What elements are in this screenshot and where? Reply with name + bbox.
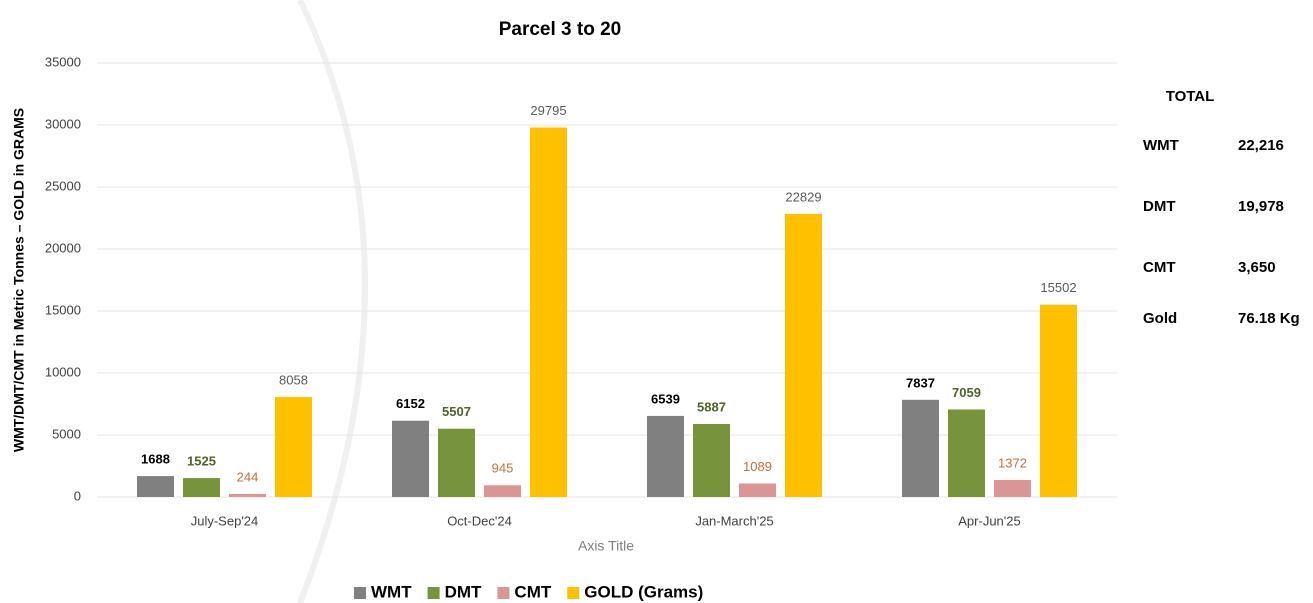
data-label: 7059 bbox=[952, 385, 981, 400]
legend-label: CMT bbox=[514, 582, 551, 601]
data-label: 1525 bbox=[187, 454, 216, 469]
bar bbox=[484, 485, 521, 497]
legend-swatch bbox=[354, 587, 366, 599]
y-tick-label: 10000 bbox=[45, 364, 81, 379]
data-label: 22829 bbox=[785, 189, 821, 204]
bar bbox=[693, 424, 730, 497]
bar bbox=[994, 479, 1031, 497]
bar bbox=[392, 420, 429, 497]
data-label: 5507 bbox=[442, 404, 471, 419]
totals-value: 3,650 bbox=[1238, 259, 1276, 276]
data-label: 244 bbox=[237, 469, 259, 484]
bar bbox=[137, 476, 174, 497]
totals-panel: TOTAL WMT 22,216 DMT 19,978 CMT 3,650 Gold 76.1… bbox=[1143, 88, 1300, 327]
legend-label: GOLD (Grams) bbox=[584, 582, 703, 601]
bar bbox=[438, 428, 475, 497]
data-label: 1089 bbox=[743, 459, 772, 474]
legend-label: DMT bbox=[445, 582, 482, 601]
legend: WMT DMT CMT GOLD (Grams) bbox=[354, 582, 703, 601]
y-tick-label: 25000 bbox=[45, 178, 81, 193]
legend-swatch bbox=[497, 587, 510, 599]
chart-title: Parcel 3 to 20 bbox=[499, 19, 622, 40]
x-axis-title: Axis Title bbox=[578, 538, 634, 554]
bar bbox=[183, 478, 220, 497]
x-tick-label: Oct-Dec'24 bbox=[447, 513, 512, 528]
legend-swatch bbox=[567, 587, 580, 599]
totals-title: TOTAL bbox=[1166, 88, 1215, 105]
bar bbox=[530, 127, 567, 498]
data-label: 1688 bbox=[141, 452, 170, 467]
data-label: 5887 bbox=[697, 399, 726, 414]
x-tick-label: Apr-Jun'25 bbox=[958, 513, 1020, 528]
data-label: 945 bbox=[492, 461, 514, 476]
y-axis-title: WMT/DMT/CMT in Metric Tonnes – GOLD in G… bbox=[11, 108, 27, 452]
y-tick-label: 15000 bbox=[45, 302, 81, 317]
bar bbox=[647, 415, 684, 497]
legend-label: WMT bbox=[371, 582, 412, 601]
y-tick-label: 20000 bbox=[45, 240, 81, 255]
data-label: 6152 bbox=[396, 396, 425, 411]
y-tick-label: 5000 bbox=[52, 426, 81, 441]
totals-label: WMT bbox=[1143, 137, 1179, 154]
background-arc bbox=[297, 0, 368, 603]
bar bbox=[275, 397, 312, 497]
bar bbox=[902, 399, 939, 497]
data-label: 1372 bbox=[998, 455, 1027, 470]
data-label: 7837 bbox=[906, 375, 935, 390]
bar bbox=[739, 483, 776, 497]
y-tick-label: 0 bbox=[74, 488, 81, 503]
data-label: 8058 bbox=[279, 373, 308, 388]
totals-label: Gold bbox=[1143, 310, 1177, 327]
data-label: 29795 bbox=[530, 103, 566, 118]
totals-label: DMT bbox=[1143, 198, 1176, 215]
data-label: 15502 bbox=[1040, 280, 1076, 295]
totals-label: CMT bbox=[1143, 259, 1176, 276]
x-tick-label: July-Sep'24 bbox=[191, 513, 259, 528]
legend-swatch bbox=[427, 587, 440, 599]
bar bbox=[229, 493, 266, 497]
totals-value: 76.18 Kg bbox=[1238, 310, 1300, 327]
totals-value: 22,216 bbox=[1238, 137, 1284, 154]
bar bbox=[1040, 304, 1077, 497]
x-tick-label: Jan-March'25 bbox=[695, 513, 773, 528]
bar bbox=[948, 409, 985, 497]
data-label: 6539 bbox=[651, 391, 680, 406]
y-tick-label: 30000 bbox=[45, 116, 81, 131]
bar bbox=[785, 213, 822, 497]
totals-value: 19,978 bbox=[1238, 198, 1284, 215]
y-tick-label: 35000 bbox=[45, 54, 81, 69]
